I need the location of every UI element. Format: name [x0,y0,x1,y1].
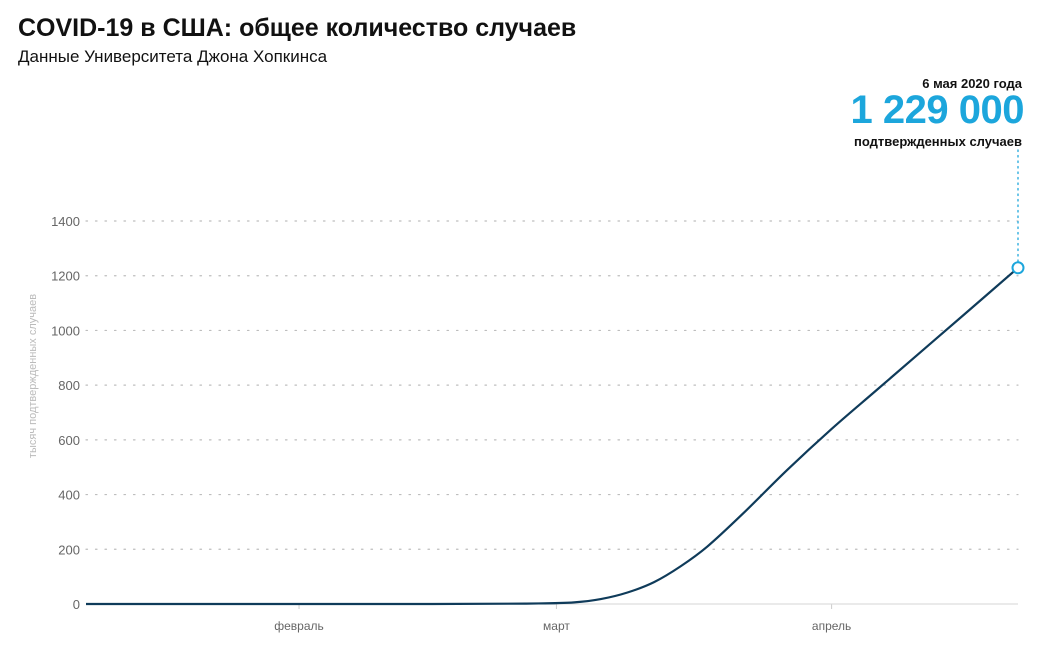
y-tick-label: 200 [58,542,80,557]
annotation-value: 1 229 000 [850,88,1025,132]
y-tick-labels: 0 200 400 600 800 1000 1200 1400 [51,214,80,612]
x-tick-label: март [543,619,570,633]
y-axis-label: тысяч подтвержденных случаев [27,294,39,458]
y-tick-label: 400 [58,488,80,503]
x-tick-label: апрель [812,619,851,633]
annotation-label: подтвержденных случаев [854,134,1022,149]
y-tick-label: 0 [73,597,80,612]
grid-lines [85,220,1019,550]
y-tick-label: 1400 [51,214,80,229]
y-tick-label: 1200 [51,269,80,284]
annotation-date: 6 мая 2020 года [922,76,1022,91]
x-tick-labels: февраль март апрель [274,604,851,633]
series-line [86,266,1019,606]
y-tick-label: 1000 [51,323,80,338]
x-tick-label: февраль [274,619,324,633]
series-group [86,266,1019,606]
y-tick-label: 800 [58,378,80,393]
chart-title: COVID-19 в США: общее количество случаев [18,14,577,42]
highlight-point-marker [1011,261,1025,275]
chart-subtitle: Данные Университета Джона Хопкинса [18,47,328,66]
y-tick-label: 600 [58,433,80,448]
